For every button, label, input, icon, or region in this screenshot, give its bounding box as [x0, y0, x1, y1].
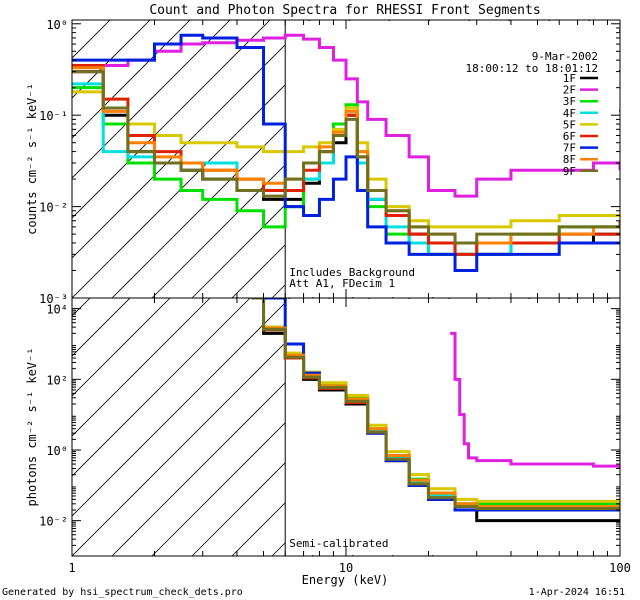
diagonal-guide-line	[0, 256, 12, 556]
diagonal-guide-line	[72, 298, 131, 357]
legend-label: 1F	[563, 72, 576, 85]
footer-generated-by: Generated by hsi_spectrum_check_dets.pro	[2, 587, 243, 598]
y-tick-label: 10⁴	[46, 303, 68, 317]
diagonal-guide-line	[72, 298, 171, 397]
legend-label: 5F	[563, 118, 576, 131]
panel-annotation: Includes Background	[289, 266, 415, 279]
diagonal-guide-line	[72, 298, 251, 477]
panel-annotation: Semi-calibrated	[289, 537, 388, 550]
y-tick-label: 10⁻²	[39, 201, 68, 215]
y-tick-label: 10⁻³	[39, 292, 68, 306]
x-tick-label: 1	[68, 561, 75, 575]
y-axis-label: counts cm⁻² s⁻¹ keV⁻¹	[25, 83, 39, 235]
diagonal-guide-line	[0, 0, 92, 298]
series-line-9F	[250, 298, 620, 511]
diagonal-guide-line	[0, 0, 12, 298]
series-line-2F	[72, 33, 620, 198]
diagonal-guide-line	[72, 20, 271, 219]
series-group	[250, 298, 620, 523]
series-group	[72, 33, 620, 272]
y-tick-label: 10⁰	[46, 444, 68, 458]
diagonal-guide-line	[72, 298, 211, 437]
threshold-mask	[285, 299, 619, 555]
panel-annotation: Att A1, FDecim 1	[289, 277, 395, 290]
x-axis-label: Energy (keV)	[302, 573, 389, 587]
footer-timestamp: 1-Apr-2024 16:51	[529, 587, 625, 598]
diagonal-guide-line	[72, 298, 91, 317]
count-spectrum-panel: 10⁻³ 10⁻² 10⁻¹ 10⁰ counts cm⁻² s⁻¹ keV⁻¹ Incl…	[0, 0, 621, 306]
diagonal-guide-line	[72, 20, 311, 259]
legend-label: 6F	[563, 130, 576, 143]
diagonal-guide-line	[72, 20, 151, 99]
y-axis-label: photons cm⁻² s⁻¹ keV⁻¹	[25, 348, 39, 507]
time-range-label: 18:00:12 to 18:01:12	[466, 62, 598, 75]
legend-label: 9F	[563, 165, 576, 178]
y-tick-label: 10²	[46, 373, 68, 387]
legend-label: 3F	[563, 95, 576, 108]
diagonal-guide-line	[72, 298, 291, 517]
diagonal-guide-line	[72, 20, 111, 59]
legend-label: 7F	[563, 142, 576, 155]
legend-label: 2F	[563, 84, 576, 97]
series-line-7F	[72, 33, 620, 272]
series-line-9F	[72, 70, 620, 245]
photon-spectrum-panel: 1 10 100 10⁻² 10⁰ 10² 10⁴ photons cm⁻² s⁻¹ keV⁻…	[0, 256, 631, 575]
diagonal-guide-line	[72, 20, 191, 139]
series-line-5F	[72, 90, 620, 229]
threshold-mask	[285, 21, 619, 297]
legend-label: 8F	[563, 153, 576, 166]
legend-label: 4F	[563, 107, 576, 120]
series-line-2F	[450, 331, 620, 469]
chart-title: Count and Photon Spectra for RHESSI Fron…	[149, 3, 540, 18]
y-tick-label: 10⁻²	[39, 515, 68, 529]
x-tick-label: 100	[609, 561, 631, 575]
x-tick-label: 10	[339, 561, 353, 575]
y-tick-label: 10⁰	[46, 18, 68, 32]
y-tick-label: 10⁻¹	[39, 109, 68, 123]
date-label: 9-Mar-2002	[532, 50, 598, 63]
